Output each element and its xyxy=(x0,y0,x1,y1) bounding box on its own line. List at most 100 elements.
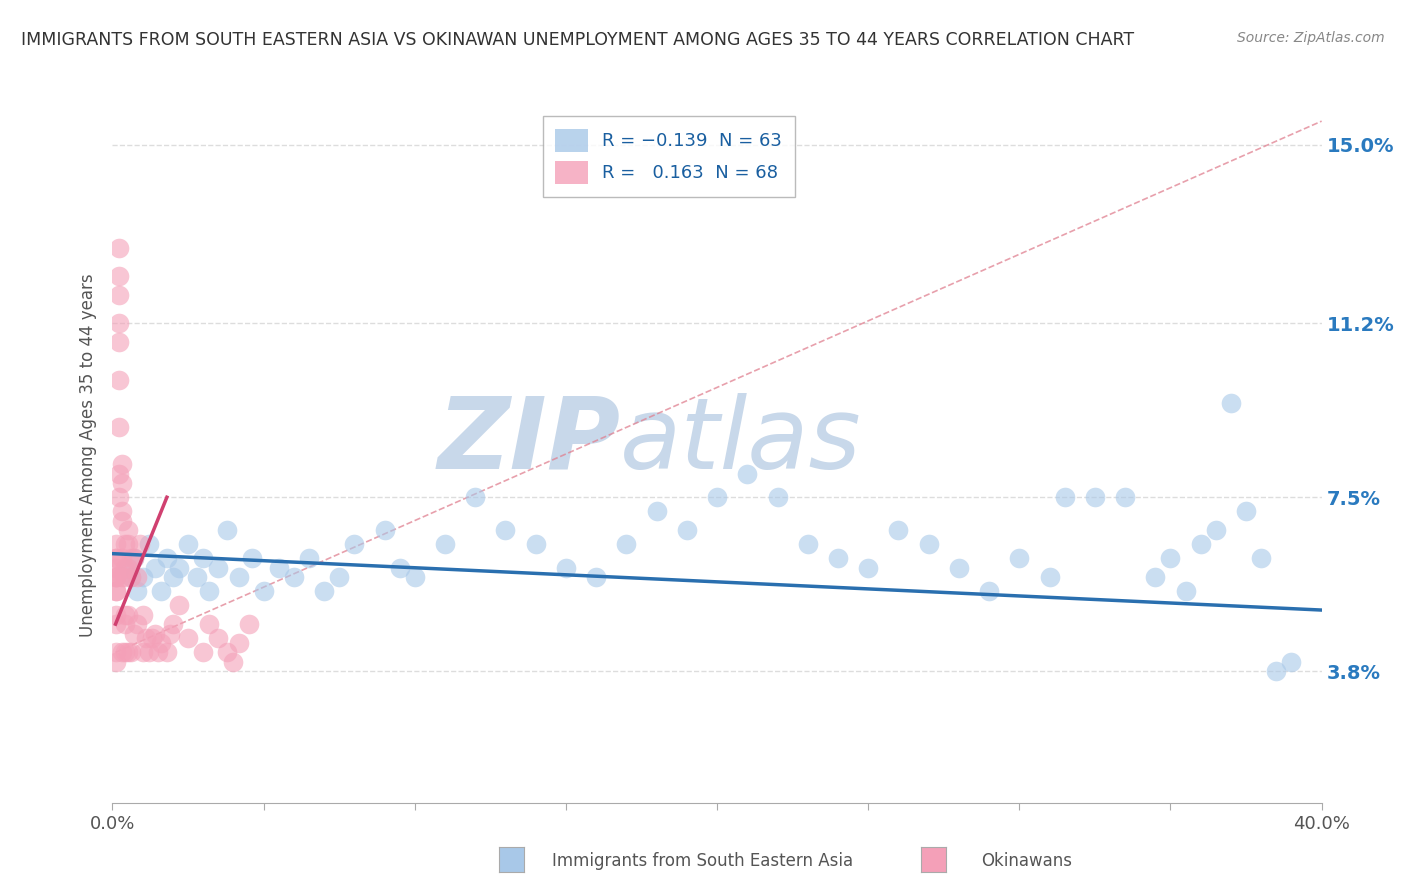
Point xyxy=(125,584,148,599)
Point xyxy=(104,551,127,566)
Point xyxy=(120,645,142,659)
Point xyxy=(135,632,157,646)
Point xyxy=(110,645,132,659)
Point xyxy=(706,490,728,504)
Point xyxy=(107,241,129,255)
Point xyxy=(645,504,668,518)
Point xyxy=(117,645,139,659)
Text: ZIP: ZIP xyxy=(437,392,620,490)
Point xyxy=(149,636,172,650)
Point xyxy=(1220,396,1243,410)
Point xyxy=(207,560,229,574)
Point xyxy=(125,617,148,632)
Point xyxy=(110,458,132,472)
Point xyxy=(217,645,239,659)
Point xyxy=(138,645,160,659)
Point xyxy=(177,537,200,551)
Point xyxy=(107,373,129,387)
Point xyxy=(149,584,172,599)
Point xyxy=(132,570,155,584)
Point xyxy=(167,560,190,574)
Point xyxy=(314,584,336,599)
Point xyxy=(132,607,155,622)
Point xyxy=(217,523,239,537)
Point xyxy=(141,632,163,646)
Point xyxy=(207,632,229,646)
Point xyxy=(104,537,127,551)
Text: Source: ZipAtlas.com: Source: ZipAtlas.com xyxy=(1237,31,1385,45)
Point xyxy=(177,632,200,646)
Point xyxy=(238,617,260,632)
Point xyxy=(191,551,214,566)
Point xyxy=(253,584,276,599)
Point xyxy=(107,269,129,284)
Point xyxy=(104,607,127,622)
Point xyxy=(156,645,179,659)
Point xyxy=(388,560,411,574)
Point xyxy=(122,551,145,566)
Point xyxy=(585,570,607,584)
Point xyxy=(464,490,486,504)
Point xyxy=(120,551,142,566)
Point xyxy=(240,551,263,566)
Point xyxy=(104,570,127,584)
Point xyxy=(1084,490,1107,504)
Legend: R = −0.139  N = 63, R =   0.163  N = 68: R = −0.139 N = 63, R = 0.163 N = 68 xyxy=(543,116,794,197)
Point xyxy=(186,570,208,584)
Point xyxy=(167,599,190,613)
Point xyxy=(110,514,132,528)
Point xyxy=(117,560,139,574)
Point xyxy=(1008,551,1031,566)
Y-axis label: Unemployment Among Ages 35 to 44 years: Unemployment Among Ages 35 to 44 years xyxy=(79,273,97,637)
Point xyxy=(737,467,759,481)
Point xyxy=(1174,584,1197,599)
Point xyxy=(104,645,127,659)
Point xyxy=(104,551,127,566)
Point xyxy=(228,570,250,584)
Point xyxy=(122,626,145,640)
Point xyxy=(104,617,127,632)
Point xyxy=(1114,490,1136,504)
Point xyxy=(156,551,179,566)
Point xyxy=(104,570,127,584)
Point xyxy=(1250,551,1272,566)
Point xyxy=(433,537,456,551)
Point xyxy=(1038,570,1062,584)
Point xyxy=(114,645,136,659)
Point xyxy=(524,537,547,551)
Point xyxy=(796,537,818,551)
Point xyxy=(162,617,184,632)
Point xyxy=(117,560,139,574)
Point xyxy=(104,655,127,669)
Point xyxy=(107,316,129,330)
Point xyxy=(1205,523,1227,537)
Point xyxy=(1234,504,1257,518)
Point xyxy=(827,551,849,566)
Point xyxy=(616,537,638,551)
Point xyxy=(977,584,1000,599)
Point xyxy=(107,467,129,481)
Point xyxy=(1159,551,1181,566)
Point xyxy=(1265,664,1288,678)
Point xyxy=(675,523,697,537)
Point xyxy=(128,537,150,551)
Point xyxy=(1279,655,1302,669)
Point xyxy=(117,537,139,551)
Point xyxy=(107,335,129,350)
Point xyxy=(114,537,136,551)
Point xyxy=(495,523,517,537)
Point xyxy=(328,570,350,584)
Point xyxy=(948,560,970,574)
Point xyxy=(404,570,426,584)
Point xyxy=(120,570,142,584)
Point xyxy=(104,584,127,599)
Point xyxy=(110,570,132,584)
Point xyxy=(122,551,145,566)
Point xyxy=(107,288,129,302)
Point xyxy=(856,560,880,574)
Point xyxy=(114,570,136,584)
Text: atlas: atlas xyxy=(620,392,862,490)
Point xyxy=(267,560,290,574)
Point xyxy=(107,419,129,434)
Point xyxy=(110,551,132,566)
